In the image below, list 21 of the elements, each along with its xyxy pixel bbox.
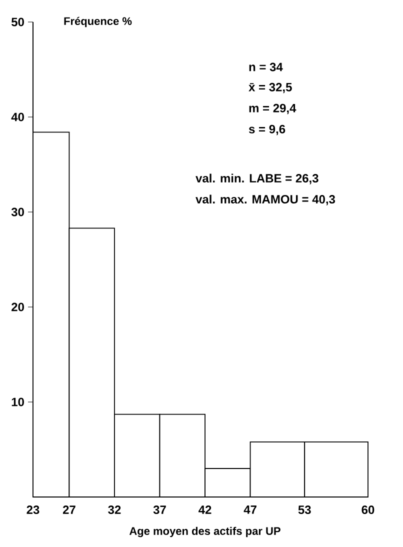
y-tick-label: 30 xyxy=(11,208,24,216)
y-tick-label: 40 xyxy=(11,112,24,122)
x-tick-label: 37 xyxy=(153,506,166,514)
x-axis-title: Age moyen des actifs par UP xyxy=(129,526,280,538)
x-tick-label: 42 xyxy=(198,506,212,514)
y-tick-label: 50 xyxy=(11,18,24,26)
y-tick-label: 10 xyxy=(12,398,24,406)
x-tick-label: 60 xyxy=(362,506,374,514)
x-tick-label: 53 xyxy=(298,506,311,514)
annotation: n = 34 xyxy=(249,62,283,72)
y-axis-title: Fréquence % xyxy=(64,16,132,28)
x-tick-label: 23 xyxy=(26,506,40,514)
annotation: val. max. MAMOU = 40,3 xyxy=(196,194,336,206)
annotation: s = 9,6 xyxy=(248,124,286,136)
y-tick-label: 20 xyxy=(12,302,24,312)
x-tick-label: 27 xyxy=(62,506,76,514)
annotation: val. min. LABE = 26,3 xyxy=(196,174,318,184)
x-tick-label: 47 xyxy=(244,506,256,514)
x-tick-label: 32 xyxy=(108,506,121,514)
annotation: x̄ = 32,5 xyxy=(248,82,292,94)
annotation: m = 29,4 xyxy=(249,104,296,114)
